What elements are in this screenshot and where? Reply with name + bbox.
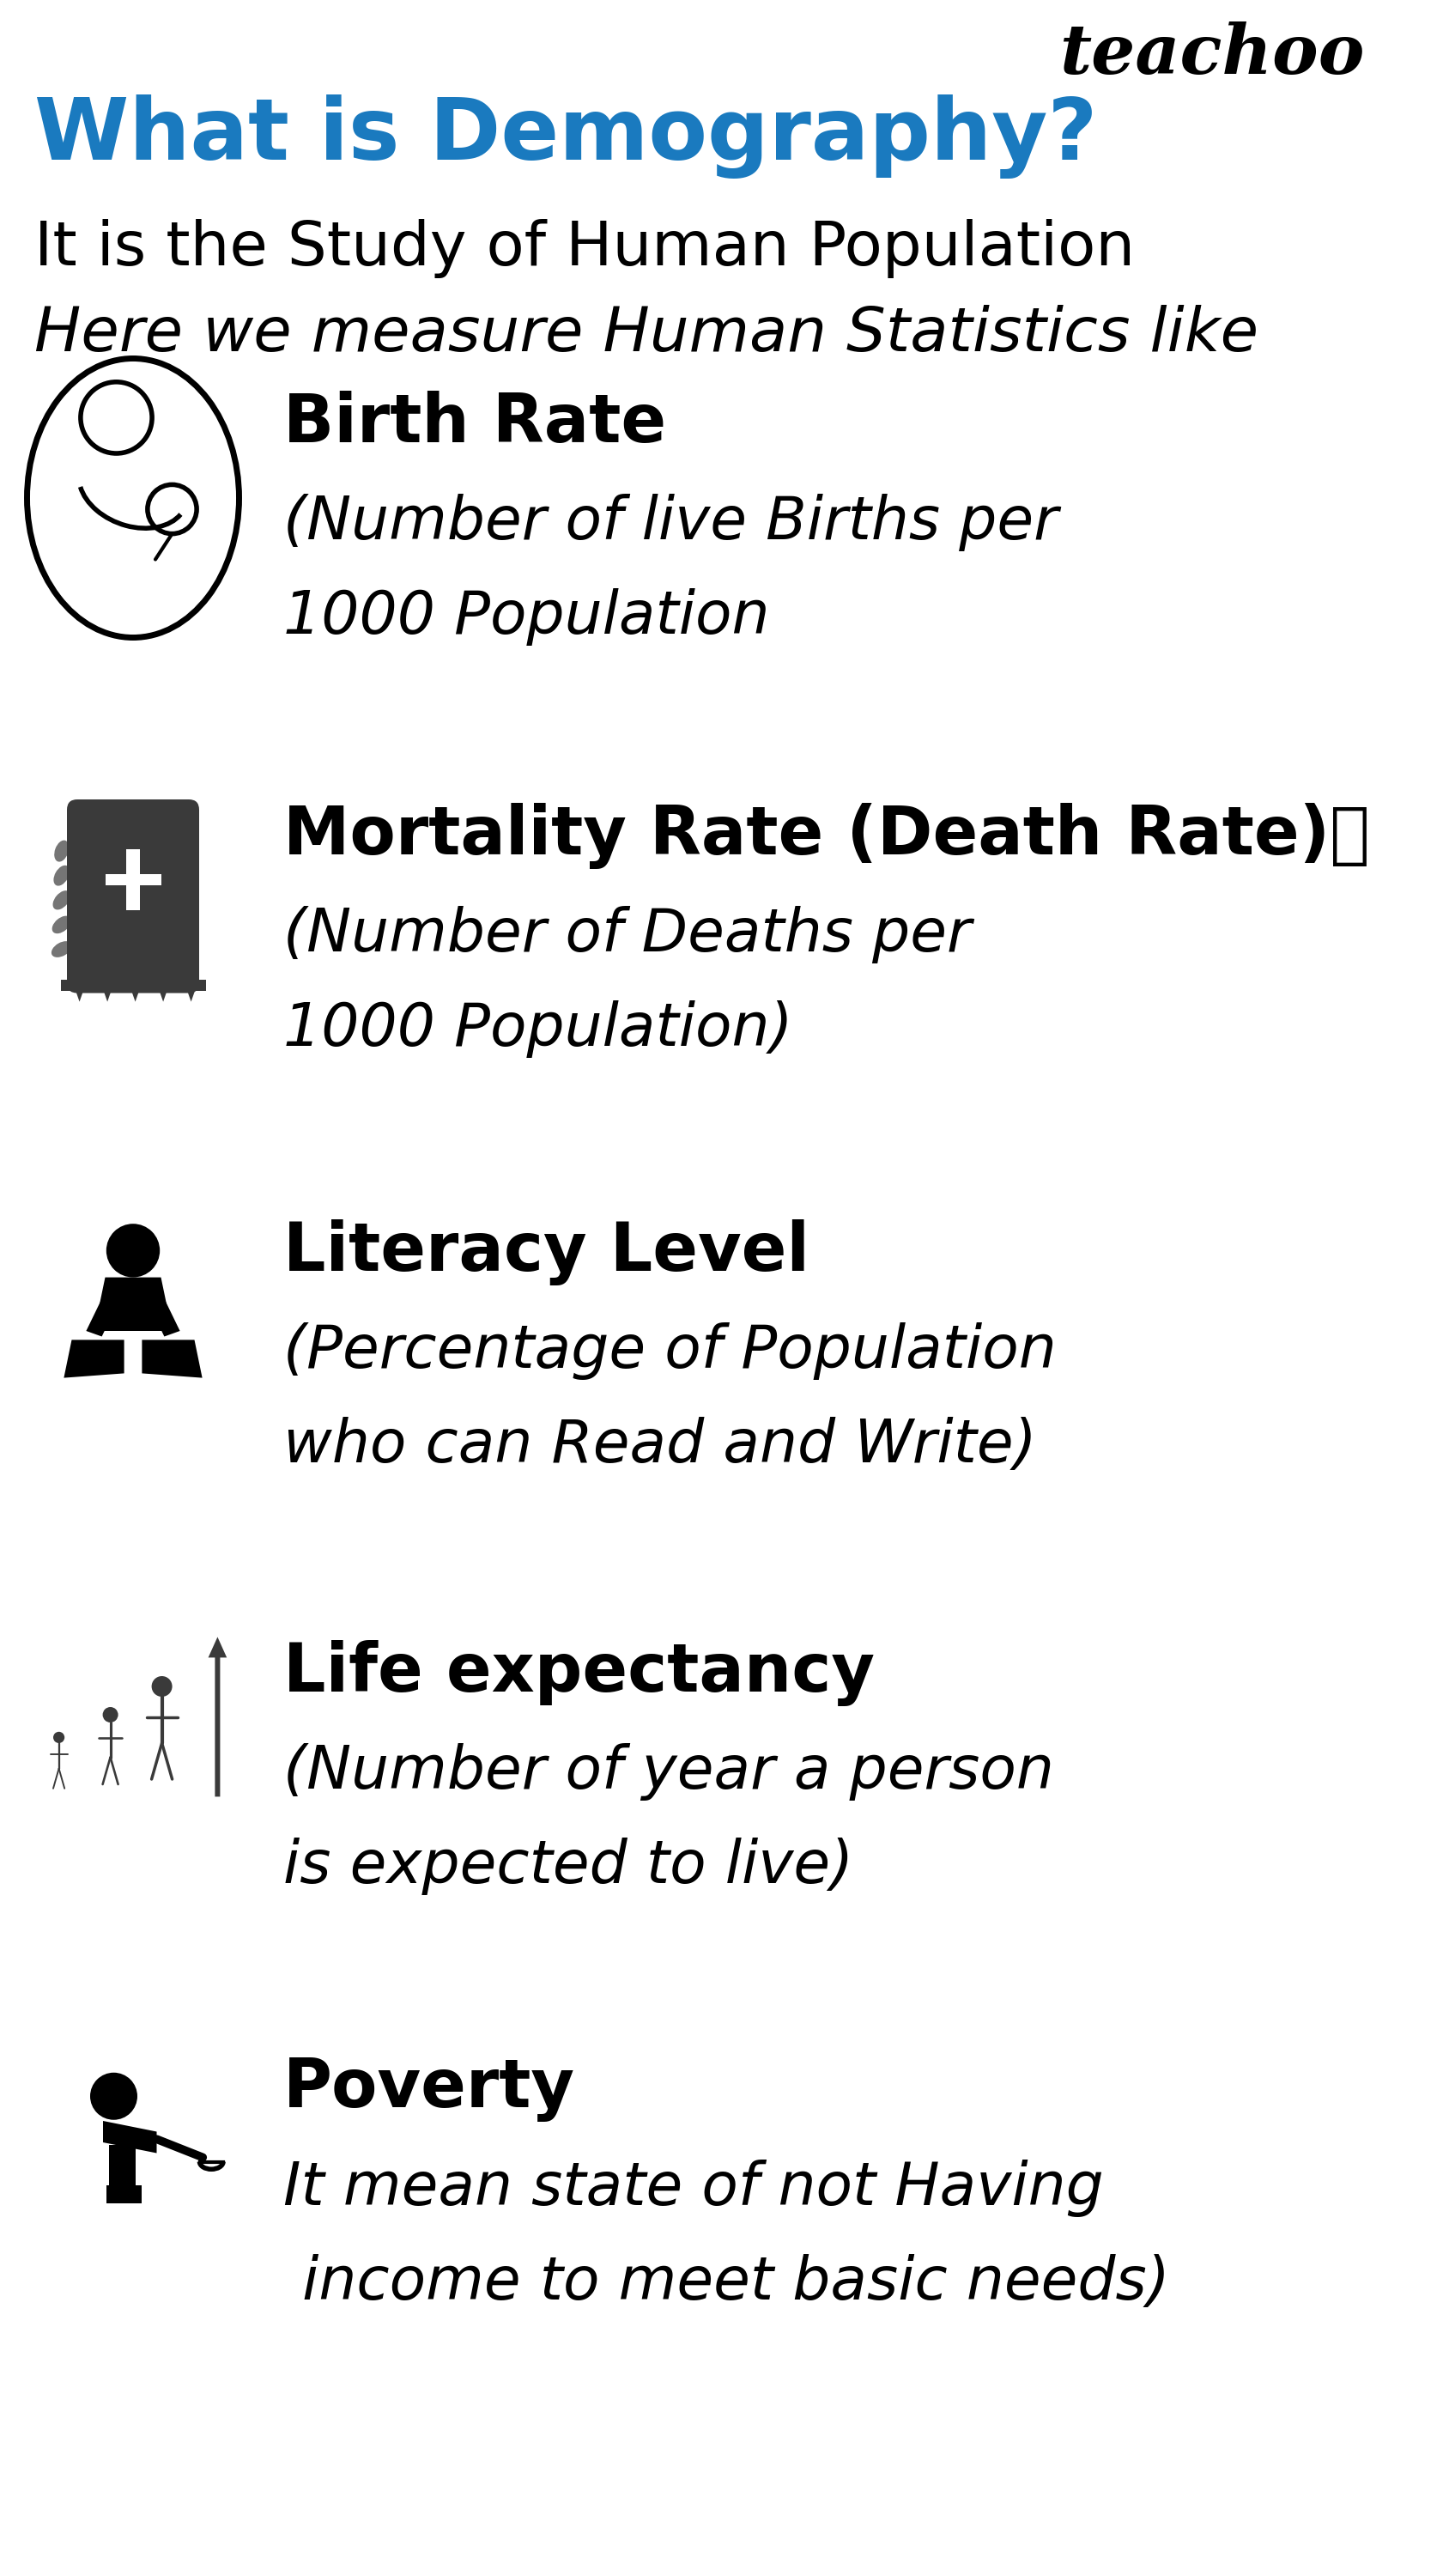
Ellipse shape [52,891,71,909]
FancyBboxPatch shape [67,799,199,994]
Circle shape [90,2074,138,2120]
Bar [126,850,139,909]
Text: (Number of year a person: (Number of year a person [283,1744,1053,1801]
Polygon shape [146,1293,180,1337]
Bar [61,979,206,992]
Polygon shape [155,979,171,1002]
Ellipse shape [54,866,70,886]
Text: It mean state of not Having: It mean state of not Having [283,2159,1104,2218]
Polygon shape [128,979,143,1002]
Polygon shape [103,2120,156,2154]
Polygon shape [106,2184,142,2202]
Text: Poverty: Poverty [283,2056,575,2123]
Polygon shape [71,979,87,1002]
Polygon shape [85,1293,120,1337]
Polygon shape [110,2143,135,2187]
Text: Life expectancy: Life expectancy [283,1641,875,1705]
Bar [106,873,161,886]
Text: who can Read and Write): who can Read and Write) [283,1417,1036,1473]
Circle shape [103,1708,119,1723]
Ellipse shape [54,840,70,863]
Circle shape [106,1224,159,1278]
Polygon shape [183,979,199,1002]
Text: Here we measure Human Statistics like: Here we measure Human Statistics like [35,304,1259,363]
Text: 1000 Population: 1000 Population [283,587,769,647]
Text: 1000 Population): 1000 Population) [283,999,793,1059]
Text: Birth Rate: Birth Rate [283,392,667,456]
Text: What is Demography?: What is Demography? [35,95,1097,178]
Circle shape [54,1731,65,1744]
Text: teachoo: teachoo [1059,21,1365,88]
Text: Literacy Level: Literacy Level [283,1218,810,1285]
Ellipse shape [52,917,71,933]
Ellipse shape [51,940,72,958]
Polygon shape [100,979,116,1002]
Polygon shape [64,1340,125,1378]
Text: (Percentage of Population: (Percentage of Population [283,1321,1056,1381]
Text: (Number of live Births per: (Number of live Births per [283,495,1058,551]
FancyArrow shape [209,1636,227,1795]
Polygon shape [142,1340,203,1378]
Text: Mortality Rate (Death Rate)⧸: Mortality Rate (Death Rate)⧸ [283,804,1369,868]
Text: (Number of Deaths per: (Number of Deaths per [283,907,971,963]
Circle shape [152,1677,172,1698]
Text: It is the Study of Human Population: It is the Study of Human Population [35,219,1135,278]
Text: income to meet basic needs): income to meet basic needs) [283,2254,1169,2311]
Text: is expected to live): is expected to live) [283,1837,853,1896]
Polygon shape [94,1278,172,1332]
